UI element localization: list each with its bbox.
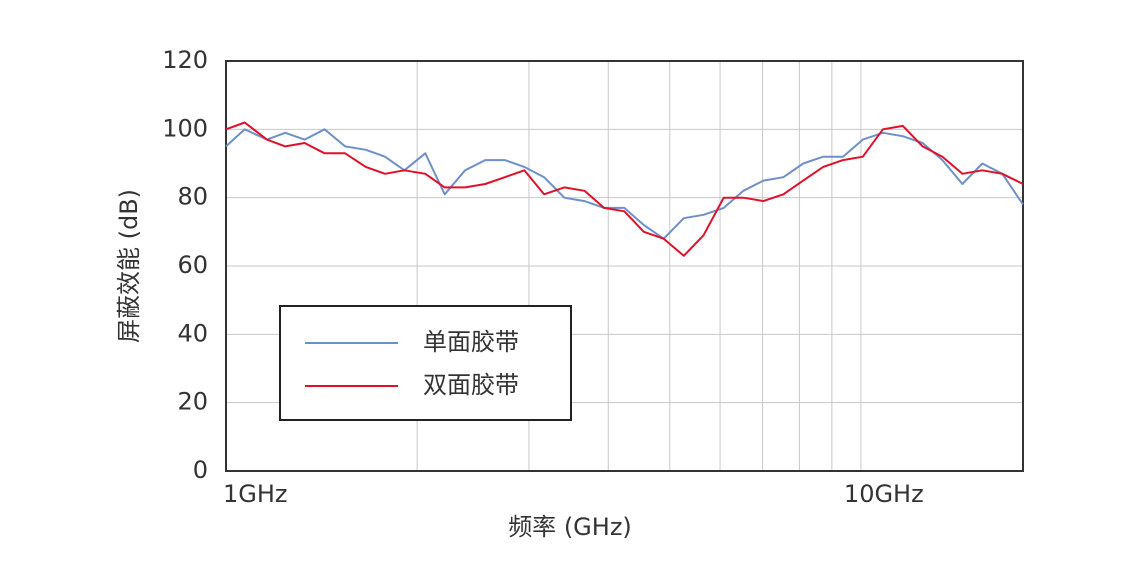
- y-tick-label: 120: [162, 46, 208, 74]
- y-axis-label: 屏蔽效能 (dB): [115, 189, 143, 343]
- plot-frame: [225, 60, 1024, 472]
- y-tick-label: 80: [177, 183, 208, 211]
- legend-box: [279, 305, 572, 421]
- x-axis-label: 频率 (GHz): [508, 513, 632, 541]
- x-tick-label: 10GHz: [844, 480, 924, 508]
- legend-label: 单面胶带: [423, 328, 519, 356]
- y-tick-label: 100: [162, 114, 208, 142]
- x-tick-label: 1GHz: [223, 480, 288, 508]
- y-tick-label: 20: [177, 388, 208, 416]
- y-tick-label: 0: [193, 456, 208, 484]
- series-line: [225, 121, 1024, 257]
- legend-label: 双面胶带: [423, 371, 519, 399]
- y-tick-label: 40: [177, 319, 208, 347]
- series-line: [225, 128, 1024, 240]
- y-tick-label: 60: [177, 251, 208, 279]
